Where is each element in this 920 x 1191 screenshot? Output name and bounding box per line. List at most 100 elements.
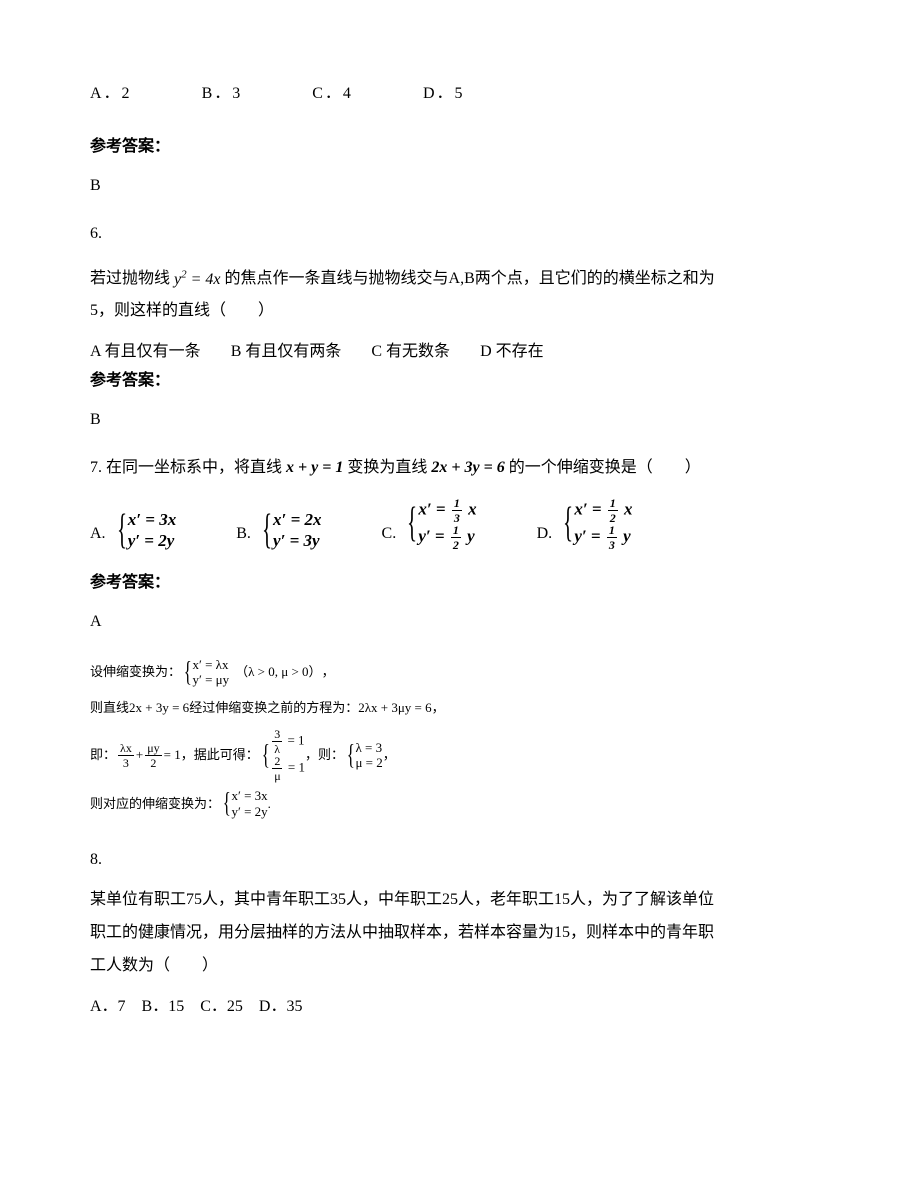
q7-c-l2: y′ = 12 y xyxy=(418,524,476,551)
brace-icon: { xyxy=(262,512,272,550)
sol-s4-l1: x′ = 3x xyxy=(231,788,267,804)
q7-options: A. { x′ = 3x y′ = 2y B. { x′ = 2x y′ = 3… xyxy=(90,497,840,551)
q6-line1: 若过抛物线 y2 = 4x 的焦点作一条直线与抛物线交与A,B两个点，且它们的的… xyxy=(90,261,840,297)
sol-s2c: 经过伸缩变换之前的方程为： xyxy=(189,694,358,723)
q5-option-a: A．2 xyxy=(90,80,132,109)
q7-solution: 设伸缩变换为： { x′ = λx y′ = μy （λ > 0, μ > 0）… xyxy=(90,657,840,820)
q8-line1: 某单位有职工75人，其中青年职工35人，中年职工25人，老年职工15人，为了了解… xyxy=(90,886,840,915)
sol-s3d: ， xyxy=(383,741,396,770)
sol-s4a: 则对应的伸缩变换为： xyxy=(90,790,220,819)
q6-equation: y2 = 4x xyxy=(174,262,221,297)
q6-answer: B xyxy=(90,406,840,435)
frac-den: μ xyxy=(272,769,282,782)
q7-mid: 变换为直线 xyxy=(347,459,427,476)
sol-s2e: ， xyxy=(432,694,445,723)
q7-opt-c-system: { x′ = 13 x y′ = 12 y xyxy=(402,497,476,551)
q7-answer-label: 参考答案： xyxy=(90,569,840,598)
q5-answer-label: 参考答案： xyxy=(90,133,840,162)
q7-sol-row3: 即： λx3 + μy2 = 1 ，据此可得： { 3λ = 1 2μ = 1 … xyxy=(90,728,840,782)
q6-line2: 5，则这样的直线（ ） xyxy=(90,297,840,326)
sol-s4-system: { x′ = 3x y′ = 2y xyxy=(220,788,268,819)
brace-icon: { xyxy=(563,505,573,543)
sol-s1b: （λ > 0, μ > 0） xyxy=(235,658,321,687)
q7-b-l1: x′ = 2x xyxy=(273,510,321,530)
sol-s3-l1: 3λ = 1 xyxy=(270,728,305,755)
q7-suffix: 的一个伸缩变换是（ ） xyxy=(509,459,701,476)
q7-c-l2-pre: y′ = xyxy=(418,527,449,546)
sol-s2d: 2λx + 3μy = 6 xyxy=(358,694,431,723)
q7-opt-a-system: { x′ = 3x y′ = 2y xyxy=(112,510,177,551)
sol-s3-r1: λ = 3 xyxy=(355,740,382,756)
brace-icon: { xyxy=(347,743,355,768)
sol-s1a: 设伸缩变换为： xyxy=(90,658,181,687)
q7-opt-a-label: A. xyxy=(90,520,106,549)
q7-d-l2-post: y xyxy=(619,527,631,546)
frac-num: 3 xyxy=(272,728,282,742)
frac-den: 3 xyxy=(121,756,131,769)
frac-num: 1 xyxy=(451,524,461,538)
frac-num: λx xyxy=(118,742,134,756)
brace-icon: { xyxy=(407,505,417,543)
q7-opt-d-label: D. xyxy=(537,520,553,549)
q6-option-d: D 不存在 xyxy=(480,338,544,367)
q8-line2: 职工的健康情况，用分层抽样的方法从中抽取样本，若样本容量为15，则样本中的青年职 xyxy=(90,919,840,948)
q7-d-l1-pre: x′ = xyxy=(574,500,605,519)
sol-s3-r2: μ = 2 xyxy=(355,755,382,771)
q7-option-c: C. { x′ = 13 x y′ = 12 y xyxy=(382,497,477,551)
q8-number: 8. xyxy=(90,846,840,875)
q7-a-l2: y′ = 2y xyxy=(128,531,176,551)
sol-s1-l2: y′ = μy xyxy=(192,672,229,688)
q7-c-l1-pre: x′ = xyxy=(418,500,449,519)
q7-eq2: 2x + 3y = 6 xyxy=(431,459,504,476)
q5-answer: B xyxy=(90,172,840,201)
sol-s3a: 即： xyxy=(90,741,116,770)
q6-number: 6. xyxy=(90,220,840,249)
q7-c-l2-post: y xyxy=(463,527,475,546)
q5-options: A．2 B．3 C．4 D．5 xyxy=(90,80,840,109)
frac-den: 3 xyxy=(607,538,617,551)
brace-icon: { xyxy=(223,791,231,816)
frac-num: μy xyxy=(145,742,161,756)
q8-line3: 工人数为（ ） xyxy=(90,952,840,981)
q7-b-l2: y′ = 3y xyxy=(273,531,321,551)
sol-s2b: 2x + 3y = 6 xyxy=(129,694,189,723)
sol-eq: = 1 xyxy=(284,733,304,748)
frac-num: 1 xyxy=(607,524,617,538)
frac-num: 2 xyxy=(272,755,282,769)
q5-option-c: C．4 xyxy=(312,80,353,109)
sol-s2a: 则直线 xyxy=(90,694,129,723)
q7-c-l1-post: x xyxy=(464,500,477,519)
q7-d-l2-pre: y′ = xyxy=(574,527,605,546)
sol-s3-result: { λ = 3 μ = 2 xyxy=(344,740,383,771)
q7-option-d: D. { x′ = 12 x y′ = 13 y xyxy=(537,497,633,551)
q7-sol-row2: 则直线 2x + 3y = 6 经过伸缩变换之前的方程为： 2λx + 3μy … xyxy=(90,694,840,723)
q7-a-l1: x′ = 3x xyxy=(128,510,176,530)
q7-answer: A xyxy=(90,608,840,637)
q7-d-l1-post: x xyxy=(620,500,633,519)
q7-opt-b-system: { x′ = 2x y′ = 3y xyxy=(257,510,322,551)
sol-s4-l2: y′ = 2y xyxy=(231,804,267,820)
brace-icon: { xyxy=(117,512,127,550)
sol-eq1: = 1 xyxy=(164,741,181,770)
q7-opt-c-label: C. xyxy=(382,520,397,549)
frac-num: 1 xyxy=(608,497,618,511)
q6-option-c: C 有无数条 xyxy=(371,338,450,367)
sol-s3-l2: 2μ = 1 xyxy=(270,755,305,782)
sol-s1-l1: x′ = λx xyxy=(192,657,229,673)
q7-sol-row4: 则对应的伸缩变换为： { x′ = 3x y′ = 2y . xyxy=(90,788,840,819)
brace-icon: { xyxy=(184,660,192,685)
sol-s3b: ，据此可得： xyxy=(181,741,259,770)
sol-eq: = 1 xyxy=(285,760,305,775)
q6-answer-label: 参考答案： xyxy=(90,367,840,396)
q7-eq1: x + y = 1 xyxy=(286,459,343,476)
frac-num: 1 xyxy=(452,497,462,511)
q7-d-l2: y′ = 13 y xyxy=(574,524,632,551)
q8-options: A．7 B．15 C．25 D．35 xyxy=(90,993,840,1022)
q7-c-l1: x′ = 13 x xyxy=(418,497,476,524)
q7-option-a: A. { x′ = 3x y′ = 2y xyxy=(90,510,176,551)
frac-den: 2 xyxy=(148,756,158,769)
sol-s3-system: { 3λ = 1 2μ = 1 xyxy=(259,728,305,782)
sol-s4b: . xyxy=(268,790,271,819)
q6-text-b: 的焦点作一条直线与抛物线交与A,B两个点，且它们的的横坐标之和为 xyxy=(225,270,715,287)
sol-plus: + xyxy=(136,741,143,770)
